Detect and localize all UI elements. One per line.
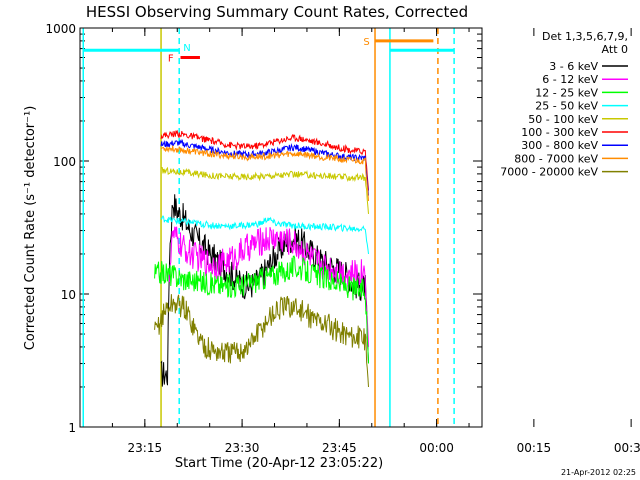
y-tick-labels: 1 10 100 1000 — [45, 22, 76, 435]
flag-label: N — [183, 43, 190, 54]
series-line — [160, 145, 369, 202]
flag-segments: FN S — [83, 37, 455, 65]
legend-header-attenuator: Att 0 — [602, 43, 628, 56]
series-line — [154, 294, 369, 388]
x-tick-label: 00:15 — [517, 441, 552, 455]
legend-header-detectors: Det 1,3,5,6,7,9, — [542, 30, 628, 43]
x-tick-label: 23:30 — [225, 441, 260, 455]
legend-entry-label: 3 - 6 keV — [549, 60, 598, 73]
legend-entry-label: 12 - 25 keV — [535, 86, 598, 99]
x-tick-label: 00:00 — [419, 441, 454, 455]
plot-frame — [79, 27, 483, 428]
legend-entry-label: 7000 - 20000 keV — [500, 166, 598, 179]
chart-title: HESSI Observing Summary Count Rates, Cor… — [86, 3, 468, 21]
series-lines — [154, 129, 369, 388]
legend-entry-label: 6 - 12 keV — [542, 73, 598, 86]
series-line — [169, 226, 369, 347]
legend-entry-label: 25 - 50 keV — [535, 100, 598, 113]
series-line — [160, 215, 369, 255]
legend-entry-label: 100 - 300 keV — [521, 126, 598, 139]
y-tick-label: 1 — [68, 421, 76, 435]
timestamp: 21-Apr-2012 02:25 — [561, 468, 636, 477]
y-axis-label: Corrected Count Rate (s⁻¹ detector⁻¹) — [23, 106, 38, 351]
vertical-markers — [82, 28, 455, 427]
x-tick-label: 23:15 — [128, 441, 163, 455]
flag-label: F — [168, 54, 174, 65]
series-line — [154, 255, 369, 364]
legend-entry-label: 50 - 100 keV — [528, 113, 598, 126]
x-tick-label: 00:30 — [614, 441, 640, 455]
legend-entry-label: 300 - 800 keV — [521, 139, 598, 152]
y-tick-label: 10 — [61, 288, 76, 302]
series-line — [160, 129, 369, 191]
legend-entry-label: 800 - 7000 keV — [514, 152, 598, 165]
series-line — [160, 194, 369, 387]
y-tick-label: 100 — [53, 155, 76, 169]
x-axis-label: Start Time (20-Apr-12 23:05:22) — [175, 456, 383, 471]
y-tick-label: 1000 — [45, 22, 76, 36]
series-line — [160, 166, 369, 214]
flag-label: S — [363, 37, 369, 48]
x-tick-label: 23:45 — [322, 441, 357, 455]
